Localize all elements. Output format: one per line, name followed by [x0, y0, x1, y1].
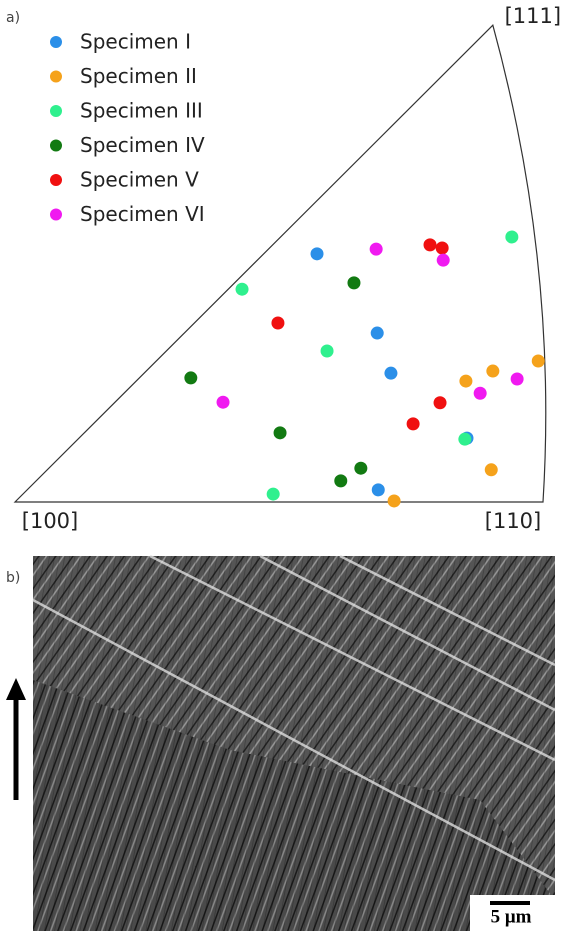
data-point [310, 247, 324, 261]
legend-marker [50, 70, 62, 83]
data-point [484, 463, 498, 477]
triangle [13, 24, 547, 503]
data-point [369, 242, 383, 256]
data-point [458, 432, 472, 446]
data-point [459, 374, 473, 388]
data-point [406, 417, 420, 431]
corner-label: [110] [485, 509, 541, 533]
legend-marker [50, 139, 62, 152]
legend-marker [50, 105, 62, 117]
data-point [387, 494, 401, 508]
legend-marker [50, 36, 62, 48]
legend-label: Specimen IV [80, 133, 205, 157]
data-point [370, 326, 384, 340]
legend-label: Specimen III [80, 99, 203, 123]
data-point [435, 241, 449, 255]
data-point [384, 366, 398, 380]
legend-label: Specimen I [80, 30, 191, 54]
data-point [273, 426, 287, 440]
data-point [423, 238, 437, 252]
panel-label: a) [6, 10, 20, 26]
legend-label: Specimen V [80, 168, 199, 192]
data-point [486, 364, 500, 378]
panel-label: b) [6, 570, 20, 586]
data-point [436, 253, 450, 267]
arrow-head [6, 678, 26, 700]
data-point [354, 461, 368, 475]
data-point [347, 276, 361, 290]
data-point [184, 371, 198, 385]
legend-marker [50, 174, 62, 186]
data-point [510, 372, 524, 386]
data-point [473, 386, 487, 400]
data-point [433, 396, 447, 410]
corner-label: [111] [505, 4, 561, 28]
corner-label: [100] [22, 509, 78, 533]
data-point [320, 344, 334, 358]
data-point [334, 474, 348, 488]
data-point [271, 316, 285, 330]
legend-label: Specimen VI [80, 202, 205, 226]
data-point [531, 354, 545, 368]
data-point [371, 483, 385, 497]
legend-label: Specimen II [80, 64, 197, 88]
data-point [505, 230, 519, 244]
data-point [216, 395, 230, 409]
legend-marker [50, 208, 62, 221]
data-point [266, 487, 280, 501]
data-point [235, 282, 249, 296]
scale-label: 5 μm [491, 906, 532, 927]
sem-image [32, 554, 556, 931]
